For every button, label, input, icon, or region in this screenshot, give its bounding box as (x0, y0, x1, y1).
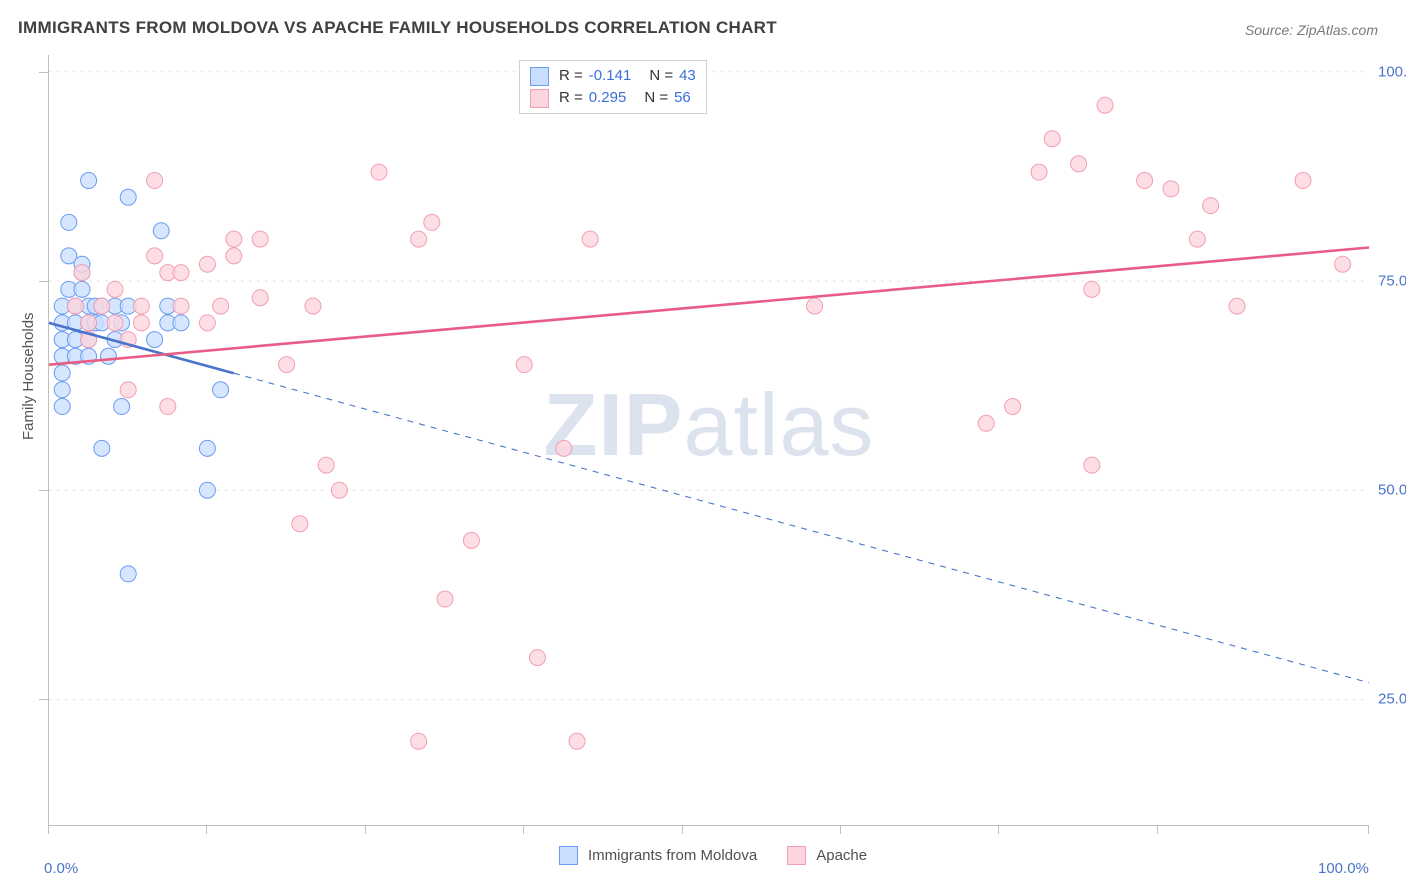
legend-r-value: -0.141 (589, 65, 632, 87)
legend-r-label: R = (559, 87, 583, 109)
legend-series-item: Immigrants from Moldova (559, 846, 757, 865)
legend-n-label: N = (649, 65, 673, 87)
chart-svg (49, 55, 1369, 825)
x-tick-label: 100.0% (1318, 860, 1369, 877)
x-axis-tick (365, 825, 366, 834)
legend-swatch (530, 89, 549, 108)
x-axis-tick (840, 825, 841, 834)
chart-title: IMMIGRANTS FROM MOLDOVA VS APACHE FAMILY… (18, 18, 777, 38)
legend-stats: R = -0.141 N = 43 R = 0.295 N = 56 (519, 60, 707, 114)
x-axis-tick (48, 825, 49, 834)
legend-r-label: R = (559, 65, 583, 87)
plot-area: ZIPatlas R = -0.141N = 43R = 0.295N = 56… (48, 55, 1369, 826)
legend-swatch (530, 67, 549, 86)
x-tick-label: 0.0% (44, 860, 78, 877)
x-axis-tick (1368, 825, 1369, 834)
legend-n-value: 56 (674, 87, 691, 109)
legend-series-label: Apache (816, 847, 867, 864)
y-tick-label: 25.0% (1378, 691, 1406, 708)
x-axis-tick (998, 825, 999, 834)
source-label: Source: ZipAtlas.com (1245, 22, 1378, 38)
legend-series: Immigrants from Moldova Apache (559, 846, 867, 865)
x-axis-tick (206, 825, 207, 834)
x-axis-tick (523, 825, 524, 834)
y-tick-label: 75.0% (1378, 272, 1406, 289)
legend-r-value: 0.295 (589, 87, 627, 109)
legend-n-value: 43 (679, 65, 696, 87)
legend-stat-row: R = -0.141 N = 43 (530, 65, 696, 87)
legend-n-label: N = (644, 87, 668, 109)
x-axis-tick (682, 825, 683, 834)
legend-series-label: Immigrants from Moldova (588, 847, 757, 864)
y-tick-label: 100.0% (1378, 63, 1406, 80)
y-axis-tick (39, 490, 48, 491)
legend-series-item: Apache (787, 846, 867, 865)
x-axis-tick (1157, 825, 1158, 834)
legend-stat-row: R = 0.295 N = 56 (530, 87, 696, 109)
y-axis-title: Family Households (20, 312, 37, 440)
y-tick-label: 50.0% (1378, 482, 1406, 499)
legend-swatch (559, 846, 578, 865)
y-axis-tick (39, 699, 48, 700)
y-axis-tick (39, 72, 48, 73)
legend-swatch (787, 846, 806, 865)
y-axis-tick (39, 281, 48, 282)
